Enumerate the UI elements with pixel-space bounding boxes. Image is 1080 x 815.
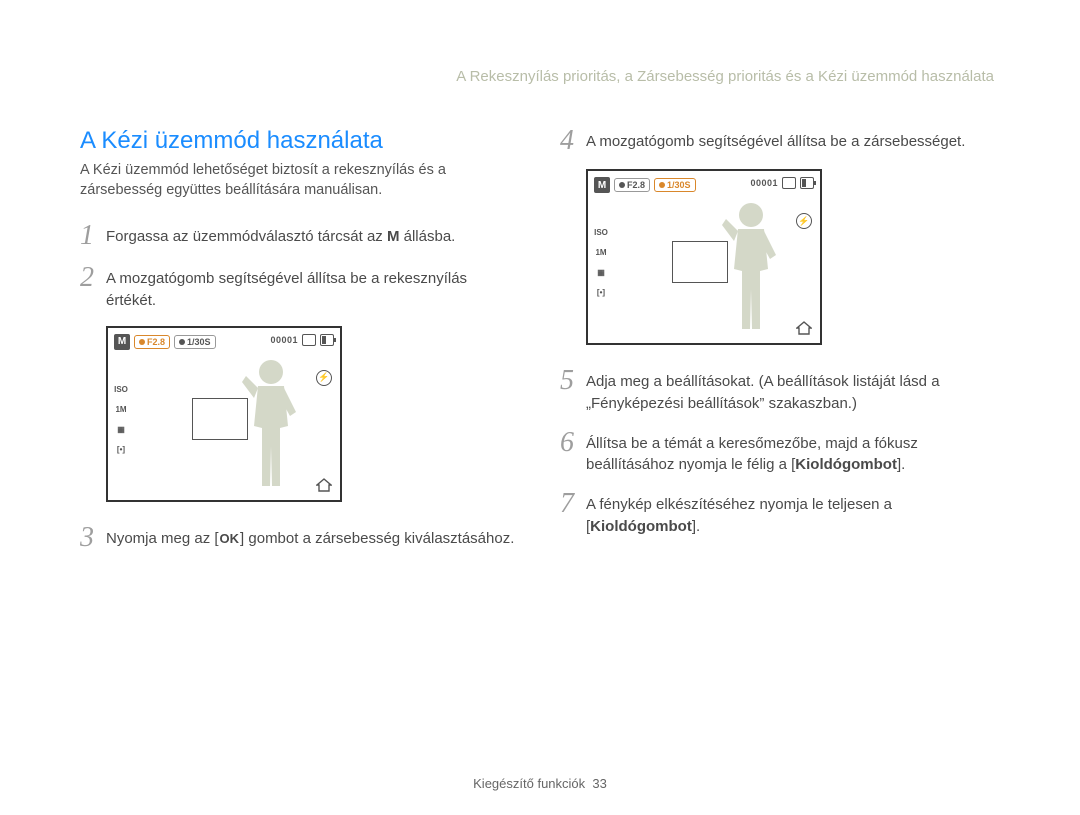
left-column: A Kézi üzemmód használata A Kézi üzemmód… (80, 127, 520, 566)
right-column: 4 A mozgatógomb segítségével állítsa be … (560, 127, 1000, 566)
step-6: 6 Állítsa be a témát a keresőmezőbe, maj… (560, 429, 1000, 477)
step-text: A fénykép elkészítéséhez nyomja le telje… (586, 490, 1000, 538)
lcd-screenshot-1: M F2.8 1/30S 00001 ISO 1M ▦ [•] (106, 326, 520, 502)
lcd-frame: M F2.8 1/30S 00001 ISO 1M ▦ [•] (586, 169, 822, 345)
step-2: 2 A mozgatógomb segítségével állítsa be … (80, 264, 520, 312)
step-text: A mozgatógomb segítségével állítsa be a … (586, 127, 965, 153)
iso-icon: ISO (594, 227, 608, 239)
iso-icon: ISO (114, 384, 128, 396)
lcd-topright: 00001 (750, 177, 814, 189)
lcd-screenshot-2: M F2.8 1/30S 00001 ISO 1M ▦ [•] (586, 169, 1000, 345)
lcd-topright: 00001 (270, 334, 334, 346)
intro-text: A Kézi üzemmód lehetőséget biztosít a re… (80, 161, 520, 200)
breadcrumb: A Rekesznyílás prioritás, a Zársebesség … (80, 68, 1000, 85)
footer-label: Kiegészítő funkciók (473, 776, 585, 791)
footer-page: 33 (592, 776, 606, 791)
mode-badge-icon: M (594, 177, 610, 193)
size-icon: 1M (114, 404, 128, 416)
battery-icon (800, 177, 814, 189)
step-text: A mozgatógomb segítségével állítsa be a … (106, 264, 520, 312)
metering-icon: [•] (114, 444, 128, 456)
step-3: 3 Nyomja meg az [OK] gombot a zársebessé… (80, 524, 520, 552)
step-text: Nyomja meg az [OK] gombot a zársebesség … (106, 524, 514, 550)
shutter-value: 1/30S (667, 180, 691, 190)
step-number: 7 (560, 490, 586, 518)
dot-icon (619, 182, 625, 188)
dot-icon (179, 339, 185, 345)
metering-icon: [•] (594, 287, 608, 299)
page-footer: Kiegészítő funkciók 33 (0, 776, 1080, 791)
lcd-left-icons: ISO 1M ▦ [•] (594, 227, 608, 299)
step-4: 4 A mozgatógomb segítségével állítsa be … (560, 127, 1000, 155)
step-number: 4 (560, 127, 586, 155)
step-text: Forgassa az üzemmódválasztó tárcsát az M… (106, 222, 455, 248)
shutter-pill: 1/30S (174, 335, 216, 349)
home-icon (796, 321, 812, 335)
section-title: A Kézi üzemmód használata (80, 127, 520, 155)
shutter-pill: 1/30S (654, 178, 696, 192)
flash-icon: ⚡ (796, 213, 812, 229)
sdcard-icon (782, 177, 796, 189)
step-5: 5 Adja meg a beállításokat. (A beállítás… (560, 367, 1000, 415)
person-silhouette-icon (716, 199, 786, 339)
dot-icon (659, 182, 665, 188)
step-number: 1 (80, 222, 106, 250)
shutter-value: 1/30S (187, 337, 211, 347)
aperture-value: F2.8 (627, 180, 645, 190)
aperture-pill: F2.8 (134, 335, 170, 349)
step-number: 6 (560, 429, 586, 457)
step-number: 2 (80, 264, 106, 292)
step-text: Adja meg a beállításokat. (A beállítások… (586, 367, 1000, 415)
person-silhouette-icon (236, 356, 306, 496)
quality-icon: ▦ (114, 424, 128, 436)
lcd-left-icons: ISO 1M ▦ [•] (114, 384, 128, 456)
aperture-pill: F2.8 (614, 178, 650, 192)
mode-badge-icon: M (114, 334, 130, 350)
sdcard-icon (302, 334, 316, 346)
battery-icon (320, 334, 334, 346)
home-icon (316, 478, 332, 492)
frame-counter: 00001 (750, 178, 778, 188)
flash-icon: ⚡ (316, 370, 332, 386)
step-text: Állítsa be a témát a keresőmezőbe, majd … (586, 429, 1000, 477)
quality-icon: ▦ (594, 267, 608, 279)
size-icon: 1M (594, 247, 608, 259)
step-number: 5 (560, 367, 586, 395)
aperture-value: F2.8 (147, 337, 165, 347)
step-number: 3 (80, 524, 106, 552)
lcd-frame: M F2.8 1/30S 00001 ISO 1M ▦ [•] (106, 326, 342, 502)
step-7: 7 A fénykép elkészítéséhez nyomja le tel… (560, 490, 1000, 538)
content-columns: A Kézi üzemmód használata A Kézi üzemmód… (80, 127, 1000, 566)
frame-counter: 00001 (270, 335, 298, 345)
step-1: 1 Forgassa az üzemmódválasztó tárcsát az… (80, 222, 520, 250)
dot-icon (139, 339, 145, 345)
